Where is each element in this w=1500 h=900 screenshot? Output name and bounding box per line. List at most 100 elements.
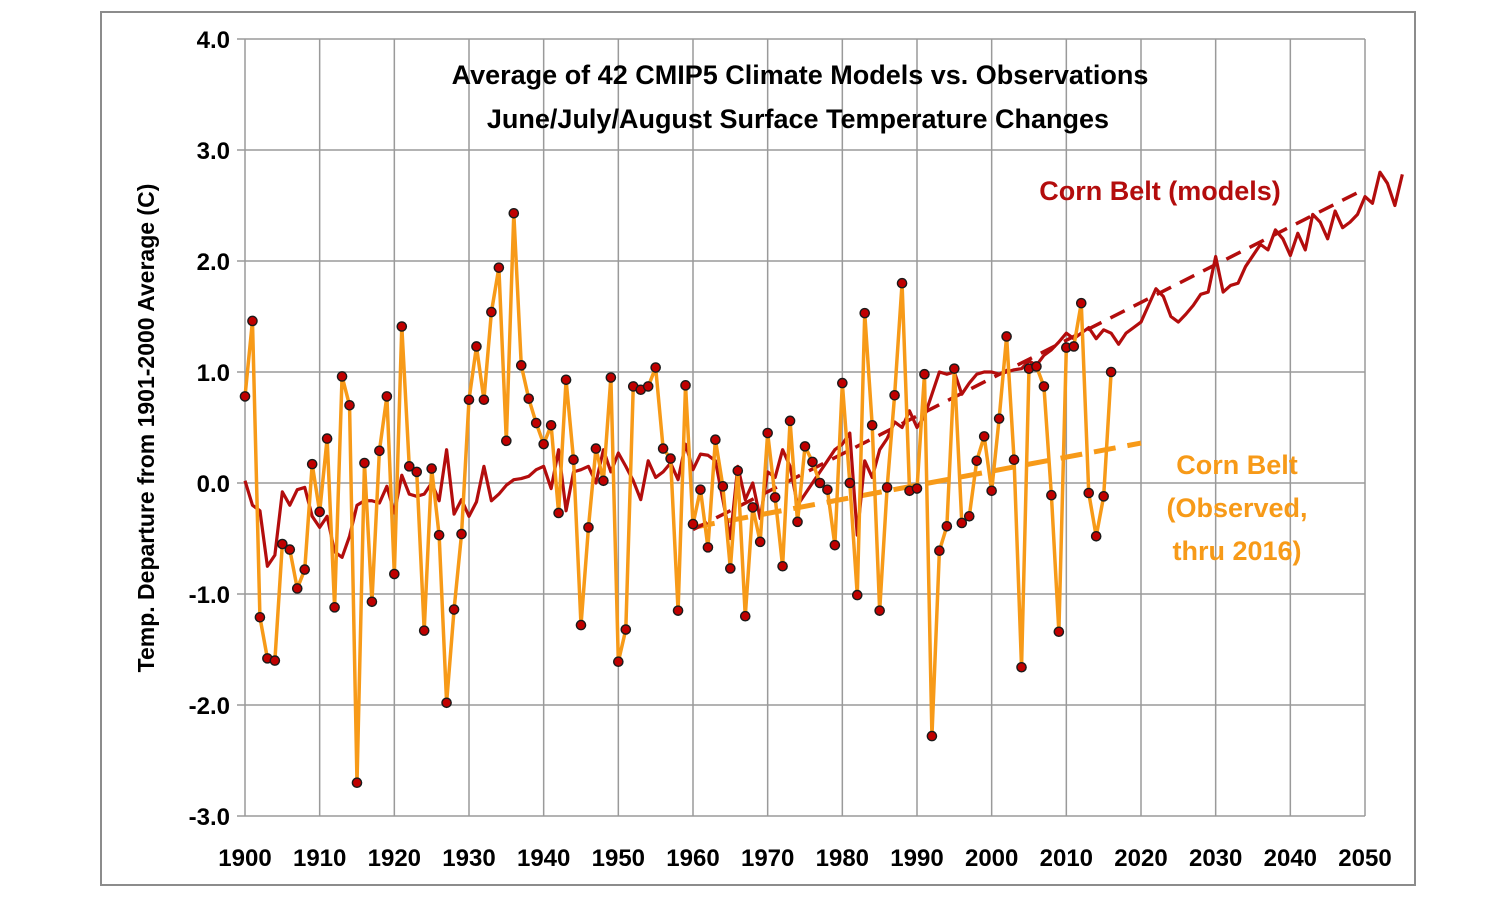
observed-data-point — [471, 341, 482, 352]
observed-data-point — [739, 610, 751, 622]
x-tick-label: 1970 — [741, 845, 794, 872]
y-tick-label: -1.0 — [189, 582, 230, 609]
legend-label-models: Corn Belt (models) — [1039, 176, 1281, 206]
observed-data-point — [799, 441, 811, 452]
observed-data-point — [1001, 331, 1012, 342]
observed-data-point — [1075, 297, 1087, 309]
y-tick-label: 2.0 — [197, 249, 230, 276]
observed-data-point — [314, 506, 325, 518]
y-tick-label: 4.0 — [197, 27, 230, 54]
observed-data-point — [1068, 341, 1080, 352]
observed-data-point — [1053, 626, 1065, 638]
observed-data-point — [941, 520, 953, 532]
y-axis-label: Temp. Departure from 1901-2000 Average (… — [133, 184, 159, 673]
observed-data-point — [448, 604, 460, 615]
observed-data-point — [291, 583, 303, 594]
observed-data-point — [277, 538, 288, 550]
x-tick-label: 1950 — [592, 845, 645, 872]
observed-data-point — [456, 528, 467, 540]
observed-data-point — [545, 419, 557, 431]
observed-data-point — [665, 453, 676, 464]
observed-data-point — [672, 605, 684, 616]
y-tick-label: -3.0 — [189, 804, 230, 831]
observed-data-point — [254, 612, 266, 623]
x-tick-label: 1940 — [517, 845, 570, 872]
observed-data-point — [784, 415, 796, 427]
x-tick-label: 2010 — [1040, 845, 1093, 872]
observed-data-point — [493, 262, 505, 273]
observed-data-point — [1016, 661, 1027, 673]
observed-data-point — [949, 363, 960, 374]
observed-data-point — [851, 589, 863, 601]
observed-data-point — [963, 510, 975, 522]
observed-data-point — [463, 394, 475, 406]
observed-data-point — [329, 602, 340, 613]
observed-data-point — [695, 484, 706, 495]
observed-series-line — [243, 211, 1113, 785]
observed-data-point — [418, 625, 430, 636]
observed-data-point — [538, 438, 549, 450]
y-tick-label: 1.0 — [197, 360, 230, 387]
observed-data-point — [792, 516, 803, 528]
observed-data-point — [971, 455, 983, 467]
x-tick-label: 1990 — [890, 845, 943, 872]
observed-data-point — [344, 399, 355, 411]
observed-data-point — [1090, 530, 1102, 542]
observed-data-point — [642, 381, 654, 392]
x-tick-label: 2000 — [965, 845, 1018, 872]
chart-title: Average of 42 CMIP5 Climate Models vs. O… — [452, 60, 1149, 90]
observed-data-point — [389, 568, 400, 580]
observed-data-point — [366, 596, 378, 608]
plot-area — [239, 170, 1404, 789]
y-tick-label: 3.0 — [197, 138, 230, 165]
observed-data-point — [299, 564, 311, 575]
x-tick-label: 1910 — [293, 845, 346, 872]
observed-data-point — [844, 477, 856, 489]
observed-data-point — [822, 484, 833, 495]
x-tick-label: 2050 — [1338, 845, 1391, 872]
legend-label-observed-line2: (Observed, — [1166, 493, 1307, 523]
legend-label-observed-line1: Corn Belt — [1176, 450, 1298, 480]
observed-data-point — [426, 463, 437, 474]
observed-data-point — [336, 371, 348, 382]
grid — [237, 38, 1366, 817]
observed-data-point — [515, 360, 527, 371]
observed-data-point — [896, 277, 908, 289]
x-tick-label: 1960 — [666, 845, 719, 872]
observed-data-point — [911, 483, 923, 494]
observed-data-point — [934, 545, 945, 557]
observed-data-point — [747, 502, 759, 513]
observed-data-point — [583, 522, 594, 533]
observed-data-point — [486, 306, 497, 318]
observed-data-point — [605, 372, 617, 383]
observed-data-point — [1031, 361, 1042, 372]
observed-data-point — [814, 477, 826, 489]
chart-subtitle: June/July/August Surface Temperature Cha… — [487, 104, 1109, 134]
observed-data-point — [829, 539, 841, 551]
observed-data-point — [560, 374, 572, 386]
observed-data-point — [777, 560, 788, 572]
observed-data-point — [807, 456, 818, 468]
observed-data-point — [501, 435, 512, 447]
observed-data-point — [530, 417, 542, 429]
observed-data-point — [710, 434, 721, 446]
observed-data-point — [919, 368, 930, 380]
observed-data-point — [866, 419, 878, 431]
observed-data-point — [859, 307, 871, 319]
observed-data-point — [441, 697, 452, 709]
y-tick-label: 0.0 — [197, 471, 230, 498]
observed-data-point — [306, 458, 318, 470]
x-tick-label: 2020 — [1114, 845, 1167, 872]
observed-data-point — [396, 321, 408, 332]
y-tick-label: -2.0 — [189, 693, 230, 720]
observed-data-point — [732, 465, 744, 477]
observed-data-point — [359, 457, 370, 469]
observed-data-point — [717, 481, 729, 492]
observed-data-point — [993, 413, 1005, 424]
observed-data-point — [1105, 366, 1117, 378]
observed-data-point — [657, 443, 669, 454]
x-tick-label: 2030 — [1189, 845, 1242, 872]
observed-data-point — [837, 377, 848, 389]
observed-data-point — [687, 518, 699, 530]
observed-data-point — [381, 391, 393, 402]
